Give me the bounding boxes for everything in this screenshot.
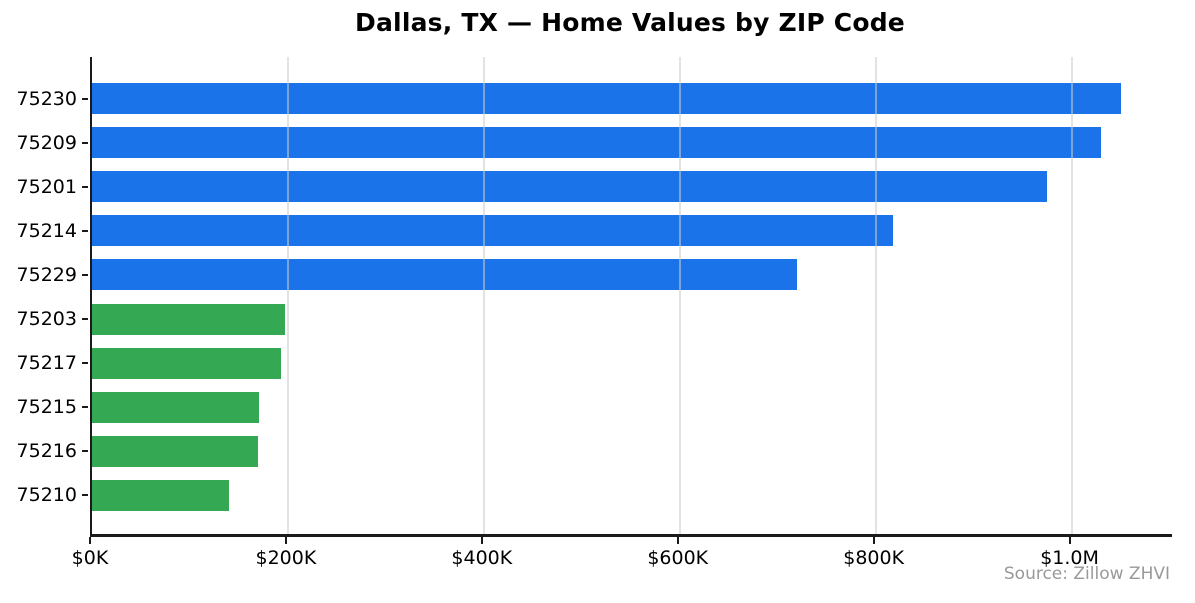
- y-tick-label-75216: 75216: [16, 440, 77, 463]
- bar-75209: [92, 127, 1101, 159]
- x-axis: $0K $200K $400K $600K $800K $1.0M: [72, 537, 1195, 587]
- x-tick-label-$400K: $400K: [451, 547, 513, 569]
- y-tick-label-75230: 75230: [16, 87, 77, 110]
- bar-75216: [92, 435, 258, 467]
- y-tick-75214: [82, 229, 88, 232]
- bar-75217: [92, 347, 282, 379]
- y-tick-75203: [82, 318, 88, 320]
- bar-75210: [92, 479, 230, 511]
- x-tick-label-$0K: $0K: [71, 547, 109, 569]
- y-tick-75209: [82, 141, 88, 144]
- bar-75230: [92, 83, 1121, 114]
- y-tick-label-75210: 75210: [16, 484, 77, 507]
- y-tick-75201: [82, 185, 88, 188]
- chart-title: Dallas, TX — Home Values by ZIP Code: [355, 8, 905, 37]
- x-tick-$800K: [872, 537, 875, 544]
- x-tick-$200K: [284, 537, 287, 544]
- bar-75214: [92, 215, 894, 247]
- bar-75201: [92, 171, 1048, 203]
- y-tick-75216: [82, 450, 88, 453]
- x-tick-label-$200K: $200K: [255, 547, 317, 569]
- x-tick-label-$600K: $600K: [647, 547, 709, 569]
- y-tick-label-75215: 75215: [16, 396, 77, 419]
- y-axis: 75230 75209 75201 75214 75229 75203 75217 75215…: [0, 57, 90, 534]
- bar-75229: [92, 259, 798, 291]
- y-tick-label-75201: 75201: [16, 175, 77, 198]
- y-tick-label-75209: 75209: [16, 131, 77, 154]
- grid-line-$400K: [482, 57, 485, 534]
- y-tick-75229: [82, 273, 88, 276]
- plot-area: [90, 57, 1172, 537]
- grid-line-$1.0M: [1070, 57, 1073, 534]
- grid-line-$800K: [874, 57, 877, 534]
- bar-75215: [92, 391, 259, 423]
- grid-line-$200K: [286, 57, 289, 534]
- x-tick-$400K: [480, 537, 483, 544]
- x-tick-$0K: [89, 537, 91, 544]
- bar-75203: [92, 303, 285, 335]
- y-tick-75217: [82, 362, 88, 365]
- y-tick-75215: [82, 406, 88, 409]
- y-tick-75230: [82, 97, 88, 100]
- x-tick-label-$1.0M: $1.0M: [1040, 547, 1099, 569]
- x-tick-label-$800K: $800K: [843, 547, 905, 569]
- y-tick-75210: [82, 494, 88, 497]
- x-tick-$600K: [676, 537, 679, 544]
- y-tick-label-75229: 75229: [16, 263, 77, 286]
- source-caption: Source: Zillow ZHVI: [1003, 564, 1170, 584]
- y-tick-label-75217: 75217: [16, 352, 77, 375]
- x-tick-$1.0M: [1068, 537, 1071, 544]
- y-tick-label-75214: 75214: [16, 219, 77, 242]
- y-tick-label-75203: 75203: [16, 308, 77, 330]
- grid-line-$600K: [678, 57, 681, 534]
